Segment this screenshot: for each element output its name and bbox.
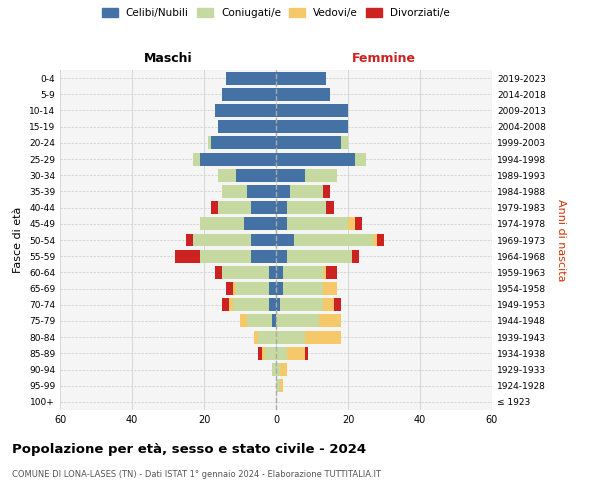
Bar <box>258 347 262 360</box>
Bar <box>269 282 276 295</box>
Text: Femmine: Femmine <box>352 52 416 65</box>
Bar <box>244 218 276 230</box>
Bar <box>233 282 236 295</box>
Bar <box>294 234 373 246</box>
Bar <box>326 201 334 214</box>
Bar <box>305 347 308 360</box>
Bar <box>193 152 200 166</box>
Bar <box>283 266 323 279</box>
Bar <box>276 88 330 101</box>
Text: Maschi: Maschi <box>143 52 193 65</box>
Bar <box>355 218 362 230</box>
Bar <box>323 282 337 295</box>
Bar <box>280 363 287 376</box>
Bar <box>222 88 276 101</box>
Bar <box>229 298 233 311</box>
Bar <box>262 347 265 360</box>
Bar <box>193 234 251 246</box>
Bar <box>276 282 283 295</box>
Bar <box>355 152 366 166</box>
Bar <box>200 152 276 166</box>
Bar <box>233 298 269 311</box>
Bar <box>377 234 384 246</box>
Bar <box>265 347 276 360</box>
Bar <box>222 266 269 279</box>
Y-axis label: Anni di nascita: Anni di nascita <box>556 198 566 281</box>
Bar <box>352 250 359 262</box>
Bar <box>211 136 276 149</box>
Bar <box>208 136 211 149</box>
Y-axis label: Fasce di età: Fasce di età <box>13 207 23 273</box>
Bar <box>247 185 276 198</box>
Bar <box>218 201 251 214</box>
Bar <box>247 314 272 328</box>
Bar <box>287 347 305 360</box>
Bar <box>276 298 280 311</box>
Bar <box>215 104 276 117</box>
Bar <box>283 282 323 295</box>
Bar <box>251 250 276 262</box>
Text: Popolazione per età, sesso e stato civile - 2024: Popolazione per età, sesso e stato civil… <box>12 442 366 456</box>
Bar <box>319 314 341 328</box>
Bar <box>290 185 323 198</box>
Bar <box>305 330 341 344</box>
Bar <box>226 72 276 85</box>
Bar <box>341 136 348 149</box>
Bar <box>276 152 355 166</box>
Bar <box>323 298 334 311</box>
Bar <box>280 298 323 311</box>
Bar <box>251 234 276 246</box>
Bar <box>258 330 276 344</box>
Bar <box>222 298 229 311</box>
Bar <box>272 314 276 328</box>
Legend: Celibi/Nubili, Coniugati/e, Vedovi/e, Divorziati/e: Celibi/Nubili, Coniugati/e, Vedovi/e, Di… <box>102 8 450 18</box>
Bar <box>251 201 276 214</box>
Bar <box>240 314 247 328</box>
Bar <box>276 266 283 279</box>
Bar <box>276 136 341 149</box>
Bar <box>175 250 200 262</box>
Bar <box>287 218 348 230</box>
Bar <box>269 298 276 311</box>
Bar <box>186 234 193 246</box>
Bar <box>218 120 276 133</box>
Bar <box>276 201 287 214</box>
Bar <box>373 234 377 246</box>
Bar <box>236 282 269 295</box>
Bar <box>276 120 348 133</box>
Bar <box>222 185 247 198</box>
Bar <box>276 250 287 262</box>
Bar <box>276 379 280 392</box>
Bar <box>276 330 305 344</box>
Bar <box>276 104 348 117</box>
Bar <box>218 169 236 181</box>
Bar <box>287 201 326 214</box>
Bar <box>200 218 244 230</box>
Bar <box>269 266 276 279</box>
Bar <box>280 379 283 392</box>
Bar <box>348 218 355 230</box>
Bar <box>323 266 326 279</box>
Bar <box>276 72 326 85</box>
Bar <box>326 266 337 279</box>
Bar <box>276 234 294 246</box>
Text: COMUNE DI LONA-LASES (TN) - Dati ISTAT 1° gennaio 2024 - Elaborazione TUTTITALIA: COMUNE DI LONA-LASES (TN) - Dati ISTAT 1… <box>12 470 381 479</box>
Bar <box>226 282 233 295</box>
Bar <box>254 330 258 344</box>
Bar <box>276 185 290 198</box>
Bar <box>334 298 341 311</box>
Bar <box>287 250 352 262</box>
Bar <box>276 169 305 181</box>
Bar <box>211 201 218 214</box>
Bar <box>276 363 280 376</box>
Bar <box>215 266 222 279</box>
Bar <box>236 169 276 181</box>
Bar <box>323 185 330 198</box>
Bar <box>276 347 287 360</box>
Bar <box>305 169 337 181</box>
Bar <box>200 250 251 262</box>
Bar <box>276 218 287 230</box>
Bar <box>276 314 319 328</box>
Bar <box>272 363 276 376</box>
